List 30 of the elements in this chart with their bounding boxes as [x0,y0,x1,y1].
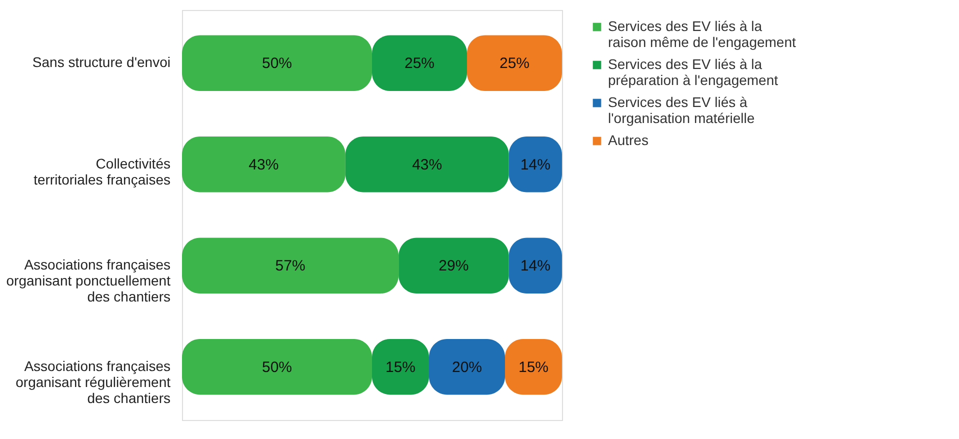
y-tick-label: Sans structure d'envoi [32,54,170,70]
data-label: 50% [262,358,292,376]
bar [182,238,399,294]
bar [467,35,562,91]
y-tick-label: Associations françaises organisant régulièrement des chantiers [16,358,171,406]
bar [398,238,509,294]
data-label: 50% [262,55,292,72]
bar [345,136,509,192]
data-label: 43% [412,156,442,174]
y-tick-label: Collectivités territoriales françaises [34,155,170,188]
bar [429,339,505,395]
bar [182,35,372,91]
data-label: 57% [275,258,306,275]
data-label: 25% [404,55,435,72]
data-label: 14% [520,258,550,275]
data-label: 15% [385,358,416,376]
legend-label: Autres [608,132,648,148]
bar [372,35,467,91]
data-label: 43% [248,156,279,174]
bar [182,136,346,192]
data-label: 14% [520,156,550,174]
legend-label: Services des EV liés à la raison même de l'engagement [608,18,796,50]
legend-label: Services des EV liés à la préparation à l'engagement [608,56,778,88]
data-label: 25% [499,55,530,72]
data-label: 29% [438,258,469,275]
y-tick-label: Associations françaises organisant ponctuellement des chantiers [6,256,171,305]
bar [182,339,372,395]
data-label: 20% [452,358,482,376]
legend-label: Services des EV liés à l'organisation matérielle [608,94,755,126]
data-label: 15% [518,358,549,376]
